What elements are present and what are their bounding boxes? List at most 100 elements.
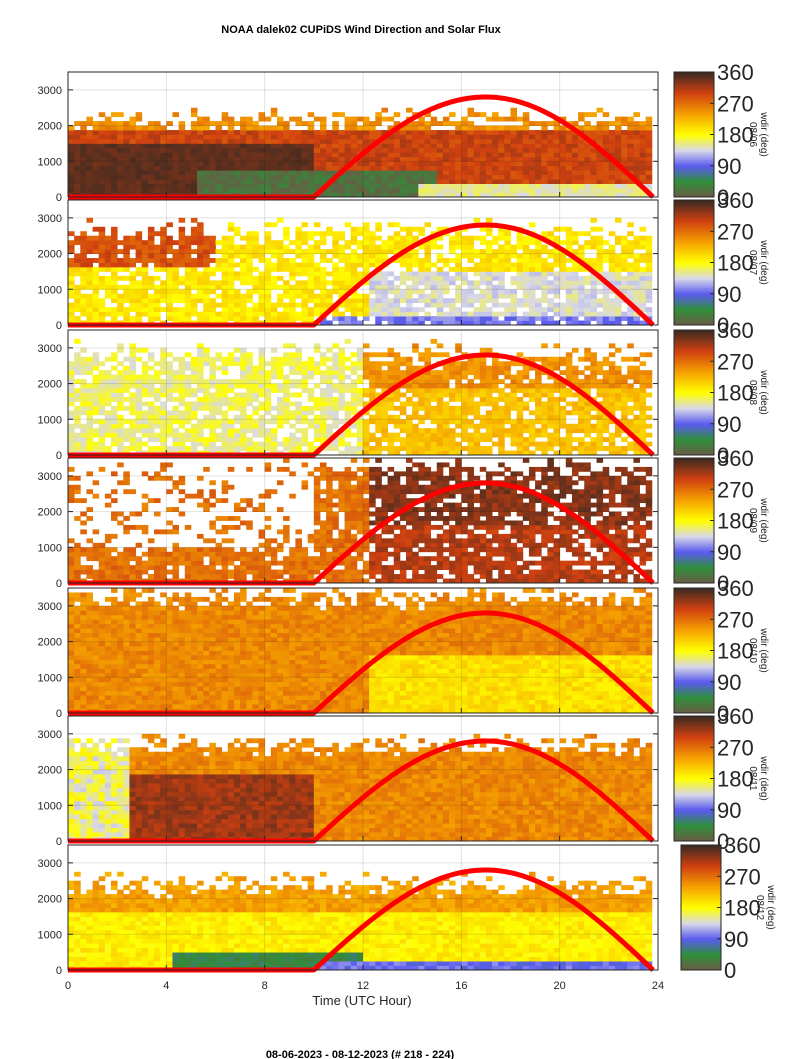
heatmap-cell xyxy=(270,266,278,272)
heatmap-cell xyxy=(418,188,425,193)
heatmap-cell xyxy=(209,152,216,158)
heatmap-cell xyxy=(393,147,401,153)
heatmap-cell xyxy=(190,370,198,376)
heatmap-cell xyxy=(565,258,573,263)
heatmap-cell xyxy=(461,121,468,126)
heatmap-cell xyxy=(559,183,567,189)
heatmap-cell xyxy=(283,392,290,398)
heatmap-cell xyxy=(172,147,180,153)
heatmap-cell xyxy=(313,446,321,451)
heatmap-cell xyxy=(264,183,272,189)
heatmap-cell xyxy=(123,183,130,189)
heatmap-cell xyxy=(203,134,210,140)
heatmap-cell xyxy=(424,156,432,162)
heatmap-cell xyxy=(252,134,259,140)
heatmap-cell xyxy=(492,170,499,176)
heatmap-cell xyxy=(393,450,401,456)
heatmap-cell xyxy=(264,116,272,122)
heatmap-cell xyxy=(381,370,388,376)
heatmap-cell xyxy=(418,450,425,456)
heatmap-cell xyxy=(381,174,388,180)
heatmap-cell xyxy=(479,183,487,189)
heatmap-cell xyxy=(596,280,604,286)
heatmap-cell xyxy=(104,161,112,167)
heatmap-cell xyxy=(295,311,302,317)
heatmap-cell xyxy=(406,428,413,434)
heatmap-cell xyxy=(270,188,278,193)
heatmap-cell xyxy=(535,152,542,158)
heatmap-cell xyxy=(547,437,554,442)
heatmap-cell xyxy=(363,253,370,259)
heatmap-cell xyxy=(412,432,419,438)
heatmap-cell xyxy=(473,428,481,434)
heatmap-cell xyxy=(240,116,247,122)
heatmap-cell xyxy=(332,121,339,126)
heatmap-cell xyxy=(571,316,579,321)
heatmap-cell xyxy=(215,396,223,402)
heatmap-cell xyxy=(68,379,75,384)
heatmap-cell xyxy=(160,152,167,158)
heatmap-cell xyxy=(92,419,100,425)
heatmap-cell xyxy=(590,188,597,193)
heatmap-cell xyxy=(449,370,456,376)
heatmap-cell xyxy=(233,161,241,167)
heatmap-cell xyxy=(264,405,272,411)
heatmap-cell xyxy=(111,307,118,312)
heatmap-cell xyxy=(332,134,339,140)
heatmap-cell xyxy=(252,156,259,162)
heatmap-cell xyxy=(172,240,180,246)
heatmap-cell xyxy=(141,298,149,304)
heatmap-cell xyxy=(227,188,235,193)
heatmap-cell xyxy=(522,116,530,122)
heatmap-cell xyxy=(313,134,321,140)
heatmap-cell xyxy=(412,130,419,135)
heatmap-cell xyxy=(117,401,124,407)
heatmap-cell xyxy=(424,179,432,184)
heatmap-cell xyxy=(154,405,161,411)
heatmap-cell xyxy=(178,240,186,246)
heatmap-cell xyxy=(412,320,419,326)
heatmap-cell xyxy=(246,258,253,263)
heatmap-cell xyxy=(295,249,302,254)
heatmap-cell xyxy=(375,293,382,299)
heatmap-cell xyxy=(154,253,161,259)
heatmap-cell xyxy=(479,361,487,367)
heatmap-cell xyxy=(233,134,241,140)
heatmap-cell xyxy=(584,231,591,237)
heatmap-cell xyxy=(350,361,358,367)
heatmap-cell xyxy=(98,307,106,312)
colorbar-segment xyxy=(674,304,714,307)
heatmap-cell xyxy=(571,320,579,326)
heatmap-cell xyxy=(295,316,302,321)
heatmap-cell xyxy=(547,419,554,425)
heatmap-cell xyxy=(399,392,407,398)
heatmap-cell xyxy=(313,143,321,149)
heatmap-cell xyxy=(436,311,444,317)
heatmap-cell xyxy=(203,116,210,122)
heatmap-cell xyxy=(608,302,616,308)
heatmap-cell xyxy=(246,293,253,299)
heatmap-cell xyxy=(80,258,87,263)
heatmap-cell xyxy=(516,419,524,425)
heatmap-cell xyxy=(332,271,339,277)
heatmap-cell xyxy=(363,419,370,425)
heatmap-cell xyxy=(295,280,302,286)
heatmap-cell xyxy=(258,244,266,250)
heatmap-cell xyxy=(535,392,542,398)
heatmap-cell xyxy=(209,170,216,176)
heatmap-cell xyxy=(307,423,315,429)
heatmap-cell xyxy=(541,271,548,277)
heatmap-cell xyxy=(350,396,358,402)
heatmap-cell xyxy=(461,396,468,402)
heatmap-cell xyxy=(117,138,124,144)
heatmap-cell xyxy=(344,147,352,153)
heatmap-cell xyxy=(498,116,505,122)
heatmap-cell xyxy=(461,266,468,272)
heatmap-cell xyxy=(516,280,524,286)
heatmap-cell xyxy=(449,235,456,241)
colorbar-segment xyxy=(674,140,714,144)
heatmap-cell xyxy=(418,138,425,144)
heatmap-cell xyxy=(172,293,180,299)
heatmap-cell xyxy=(393,302,401,308)
heatmap-cell xyxy=(522,152,530,158)
